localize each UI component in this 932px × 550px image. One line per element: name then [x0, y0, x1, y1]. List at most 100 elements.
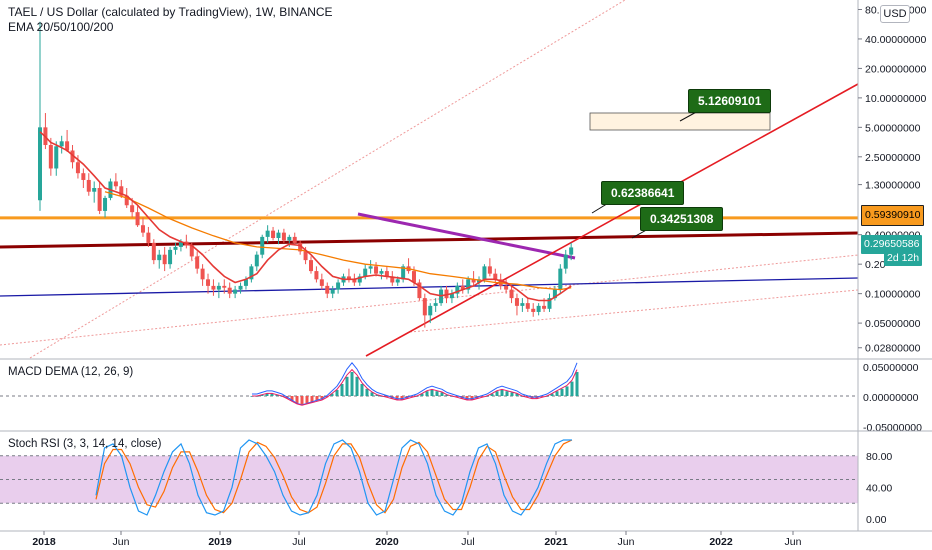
candle-body [487, 266, 492, 274]
price-tick-label: 20.00000000 [865, 63, 926, 75]
candle-body [124, 195, 129, 206]
macd-histogram-bar [385, 396, 389, 398]
candle-body [200, 268, 205, 280]
macd-histogram-bar [440, 392, 444, 396]
candle-body [48, 145, 53, 169]
candle-body [368, 266, 373, 269]
candle-body [162, 254, 167, 265]
stoch-tick-label: 80.00 [866, 451, 892, 463]
candle-body [243, 279, 248, 286]
macd-histogram-bar [325, 396, 329, 398]
callout-target-0-62[interactable]: 0.62386641 [601, 181, 685, 205]
callout-target-0-34[interactable]: 0.34251308 [640, 207, 724, 231]
candle-body [330, 289, 335, 294]
candle-body [379, 271, 384, 274]
macd-histogram-bar [335, 390, 339, 396]
time-tick-label: Jun [113, 536, 130, 548]
macd-pane: 0.05000000 0.00000000 -0.05000000 [0, 362, 922, 434]
candle-body [477, 279, 482, 283]
candle-body [97, 188, 102, 211]
macd-histogram-bar [445, 394, 449, 396]
stoch-k-line [95, 439, 572, 516]
ema-lines [39, 131, 572, 302]
macd-histogram-bar [540, 396, 544, 398]
candle-body [422, 298, 427, 316]
candle-body [428, 305, 433, 316]
candle-body [357, 276, 362, 283]
candle-body [65, 141, 70, 151]
candle-body [433, 303, 438, 306]
candle-body [520, 303, 525, 306]
candle-body [325, 285, 330, 294]
candle-body [173, 246, 178, 250]
candle-body [54, 146, 59, 169]
candle-body [547, 298, 552, 309]
candle-body [411, 271, 416, 283]
candle-body [281, 232, 286, 241]
candle-body [254, 254, 259, 267]
candle-body [206, 279, 211, 286]
macd-histogram-bar [555, 391, 559, 396]
macd-histogram-bar [560, 388, 564, 396]
candle-body [38, 127, 42, 201]
macd-histogram-bar [515, 393, 519, 396]
time-tick-label: Jul [292, 536, 305, 548]
macd-histogram-bar [320, 396, 324, 400]
macd-histogram-bar [315, 396, 319, 401]
candle-body [352, 279, 357, 283]
candle-body [75, 162, 80, 174]
callout-target-5[interactable]: 5.12609101 [688, 89, 772, 113]
candle-body [395, 279, 400, 283]
candle-body [233, 289, 238, 294]
dotted-channel-mid [0, 254, 859, 346]
candle-body [292, 236, 297, 243]
candle-body [384, 271, 389, 277]
time-tick-label: Jul [461, 536, 474, 548]
dotted-channel-upper [29, 0, 626, 359]
time-tick-label: 2019 [208, 536, 232, 548]
macd-histogram-bar [570, 381, 574, 396]
macd-histogram-bar [470, 396, 474, 400]
macd-histogram-bar [550, 393, 554, 396]
price-tick-label: 0.10000000 [865, 289, 921, 301]
currency-button[interactable]: USD [880, 5, 910, 23]
candle-body [417, 282, 422, 299]
macd-histogram-bar [300, 396, 304, 405]
candle-body [542, 305, 547, 309]
resistance-darkred [0, 231, 859, 249]
macd-histogram-bar [365, 388, 369, 396]
price-tick-label: 0.05000000 [865, 318, 921, 330]
macd-histogram-bar [505, 391, 509, 396]
macd-histogram-bar [330, 393, 334, 396]
target-zone-box [589, 112, 771, 131]
macd-histogram-bar [410, 396, 414, 398]
candle-body [563, 254, 568, 269]
price-tick-label: 40.00000000 [865, 34, 926, 46]
price-tick-label: 2.50000000 [865, 152, 921, 164]
candle-body [298, 242, 303, 252]
macd-histogram-bar [425, 391, 429, 396]
candle-body [482, 266, 487, 280]
candle-body [103, 197, 108, 211]
candle-body [168, 249, 173, 265]
macd-histogram-bar [275, 394, 279, 396]
candle-body [514, 298, 519, 306]
candle-body [92, 188, 97, 192]
candle-body [471, 279, 476, 283]
trend-purple [357, 212, 576, 260]
time-tick-label: 2020 [375, 536, 399, 548]
candle-body [460, 285, 465, 290]
candle-body [374, 266, 379, 274]
candle-body [466, 279, 471, 290]
stoch-rsi-pane: 80.00 40.00 0.00 [0, 439, 892, 526]
candle-body [314, 271, 319, 280]
price-tick-label: 0.02800000 [865, 343, 921, 355]
ema20-line [39, 131, 572, 302]
candle-body [238, 285, 243, 290]
price-tick-label: 1.30000000 [865, 180, 921, 192]
candle-body [504, 285, 509, 290]
stoch-tick-label: 40.00 [866, 482, 892, 494]
macd-histogram-bar [350, 372, 354, 396]
